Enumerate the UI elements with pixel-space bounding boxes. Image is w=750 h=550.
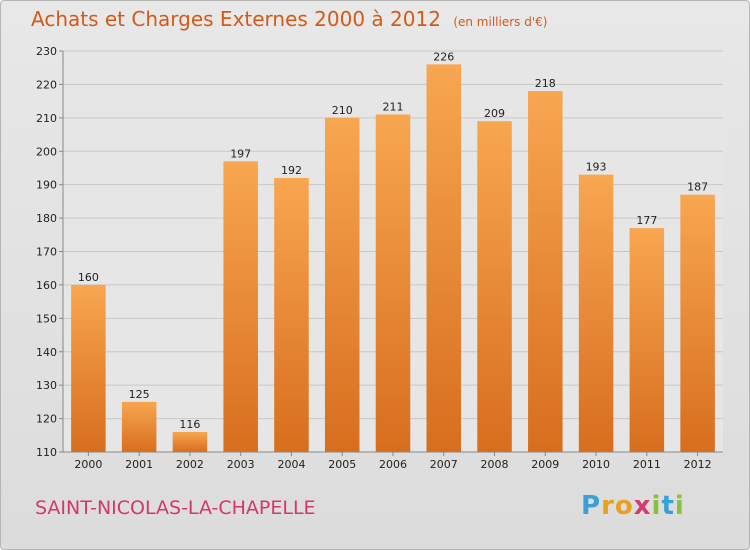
y-axis: 110 120 130 140 150 160 170 180 190 200 210 220 230: [36, 45, 64, 459]
y-tick-label: 150: [36, 312, 57, 325]
bars: 160 125 116 197 192 210 211 226 209 218 193 177 187: [71, 50, 715, 453]
x-tick-label: 2009: [531, 458, 559, 471]
y-tick-label: 210: [36, 112, 57, 125]
bar-value-label: 116: [179, 418, 200, 431]
bar-2001: [121, 401, 157, 452]
y-tick-label: 170: [36, 246, 57, 259]
bar-value-label: 177: [636, 214, 657, 227]
x-tick-label: 2007: [430, 458, 458, 471]
logo-letter: i: [674, 491, 685, 521]
logo-letter: x: [633, 491, 652, 521]
bar-2010: [578, 174, 614, 452]
bar-2008: [477, 121, 512, 453]
town-name: SAINT-NICOLAS-LA-CHAPELLE: [35, 497, 316, 519]
x-tick-label: 2012: [684, 458, 712, 471]
bar-value-label: 210: [332, 104, 353, 117]
bar-value-label: 193: [586, 161, 607, 174]
x-tick-label: 2008: [481, 458, 509, 471]
chart-subtitle: (en milliers d'€): [453, 15, 548, 29]
y-tick-label: 230: [36, 45, 57, 58]
bar-value-label: 209: [484, 107, 505, 120]
bar-2007: [426, 64, 462, 452]
logo-letter: i: [651, 491, 662, 521]
y-tick-label: 140: [36, 346, 57, 359]
x-tick-label: 2006: [379, 458, 407, 471]
bar-value-label: 125: [129, 388, 150, 401]
logo-letter: o: [614, 491, 634, 521]
bar-value-label: 218: [535, 77, 556, 90]
x-tick-label: 2010: [582, 458, 610, 471]
x-axis: 2000 2001 2002 2003 2004 2005 2006 2007 2008 2009…: [63, 451, 723, 471]
logo-letter: r: [601, 491, 615, 521]
chart-title: Achats et Charges Externes 2000 à 2012 (…: [31, 7, 547, 31]
x-tick-label: 2002: [176, 458, 204, 471]
x-tick-label: 2001: [125, 458, 153, 471]
x-tick-label: 2011: [633, 458, 661, 471]
bar-2003: [223, 161, 258, 452]
y-tick-label: 110: [36, 446, 57, 459]
y-tick-label: 130: [36, 379, 57, 392]
bar-value-label: 197: [230, 147, 251, 160]
bar-2006: [375, 114, 411, 452]
bar-value-label: 187: [687, 181, 708, 194]
logo-letter: P: [581, 491, 602, 521]
y-tick-label: 120: [36, 413, 57, 426]
bar-2004: [274, 177, 309, 452]
bar-value-label: 192: [281, 164, 302, 177]
bar-2011: [629, 228, 665, 452]
bar-2005: [324, 117, 360, 452]
x-tick-label: 2000: [74, 458, 102, 471]
bar-2002: [172, 431, 208, 452]
y-tick-label: 160: [36, 279, 57, 292]
bar-value-label: 226: [433, 50, 454, 63]
bar-2009: [528, 91, 563, 452]
logo-letter: t: [661, 491, 675, 521]
chart-title-text: Achats et Charges Externes 2000 à 2012: [31, 7, 441, 31]
proxiti-logo[interactable]: Proxiti: [581, 491, 685, 521]
x-tick-label: 2003: [227, 458, 255, 471]
bar-value-label: 211: [383, 100, 404, 113]
x-tick-label: 2004: [277, 458, 305, 471]
y-tick-label: 220: [36, 78, 57, 91]
bar-2012: [680, 194, 715, 453]
y-tick-label: 180: [36, 212, 57, 225]
y-tick-label: 200: [36, 145, 57, 158]
bar-2000: [71, 284, 106, 452]
y-tick-label: 190: [36, 179, 57, 192]
bar-value-label: 160: [78, 271, 99, 284]
x-tick-label: 2005: [328, 458, 356, 471]
